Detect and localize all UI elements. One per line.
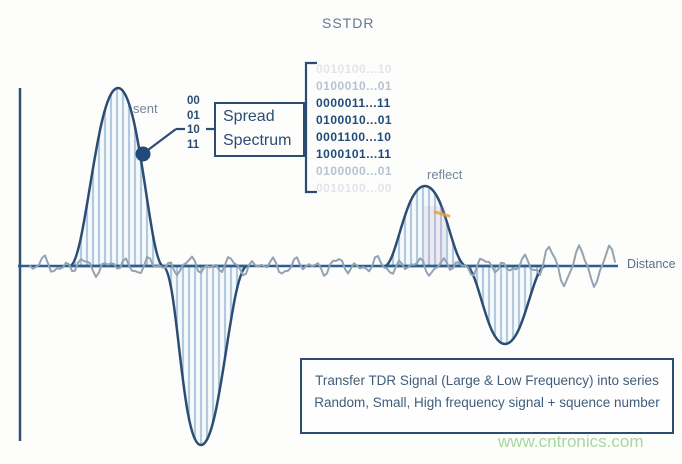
binary-code-row: 0010100...00: [316, 181, 393, 195]
binary-code-row: 0010100...10: [316, 62, 393, 76]
watermark-artifact-orange: [433, 210, 451, 218]
sequence-bit: 00: [187, 95, 200, 107]
sample-point-dot: [135, 146, 151, 162]
binary-code-row: 0000011...11: [316, 96, 391, 110]
binary-code-row: 0001100...10: [316, 130, 392, 144]
sequence-bit: 01: [187, 109, 200, 122]
spread-spectrum-box-line2: Spectrum: [223, 132, 292, 149]
site-watermark: www.cntronics.com: [498, 432, 644, 451]
spread-spectrum-box: Spread Spectrum: [214, 102, 305, 157]
note-line2: Random, Small, High frequency signal + s…: [314, 395, 660, 410]
spread-spectrum-noise-signal: [29, 244, 616, 288]
binary-codes-list: 0010100...10 0100010...01 0000011...11 0…: [316, 61, 392, 197]
binary-code-row: 0100000...01: [316, 164, 393, 178]
reflect-label: reflect: [427, 167, 463, 182]
sent-label: sent: [133, 101, 158, 116]
sample-connector-line: [143, 128, 177, 154]
binary-code-row: 0100010...01: [316, 113, 393, 127]
sequence-bit: 10: [187, 124, 200, 136]
diagram-title: SSTDR: [322, 15, 375, 31]
watermark-artifact-pink: [424, 206, 446, 264]
spread-spectrum-box-line1: Spread: [223, 108, 275, 125]
distance-axis-label: Distance: [627, 257, 676, 271]
sequence-bits-column: 00 01 10 11: [187, 94, 200, 152]
binary-code-row: 0100010...01: [316, 79, 393, 93]
codes-bracket: [304, 61, 317, 194]
explanation-note-box: Transfer TDR Signal (Large & Low Frequen…: [300, 358, 674, 434]
sequence-bit: 11: [187, 138, 200, 151]
binary-code-row: 1000101...11: [316, 147, 392, 161]
note-line1: Transfer TDR Signal (Large & Low Frequen…: [315, 373, 659, 388]
